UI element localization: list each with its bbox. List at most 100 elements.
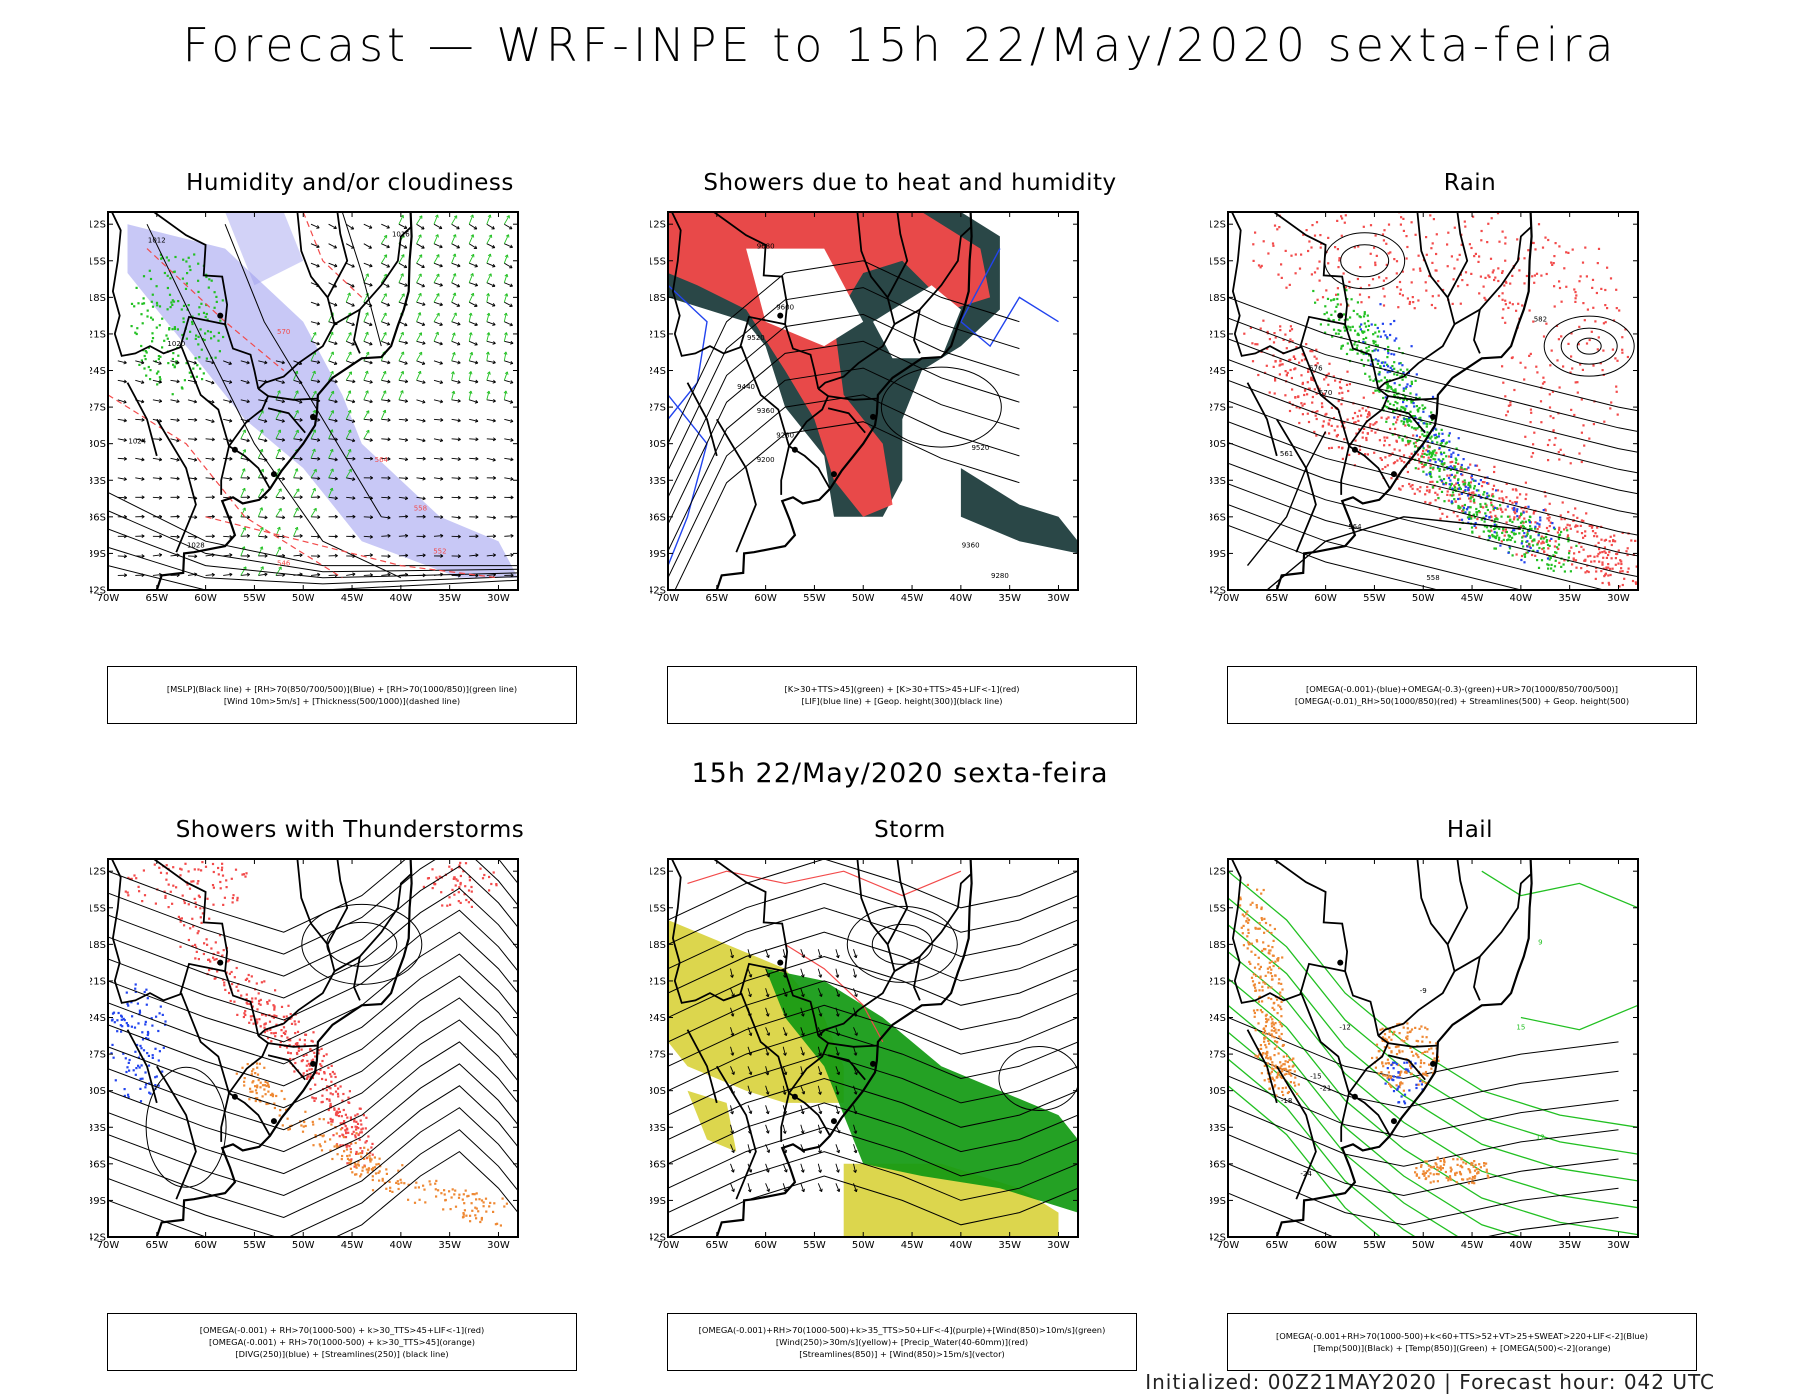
wind-arrow <box>205 574 215 576</box>
wind-arrow-green <box>488 234 493 238</box>
wind-arrow <box>416 223 425 230</box>
omega-red-dot <box>1511 356 1514 359</box>
omega-red-dot <box>1598 548 1601 551</box>
wind-arrow <box>457 554 461 559</box>
border-line <box>740 345 790 447</box>
rh-green-dot <box>217 339 220 342</box>
wind-arrow <box>416 321 425 326</box>
omega-red-dot <box>1613 534 1616 537</box>
omega-red-dot <box>1272 341 1276 344</box>
wind-arrow-green <box>486 312 490 322</box>
omega-red-dot <box>1344 214 1347 217</box>
omega-orange-dot <box>1280 1068 1283 1071</box>
omega-green-dot <box>1552 554 1555 557</box>
omega-orange-dot <box>1270 960 1274 963</box>
omega-red-dot <box>1557 412 1560 415</box>
omega-blue-dot <box>1460 492 1463 495</box>
thunder-red-dot <box>356 1122 360 1125</box>
omega-green-dot <box>1429 471 1432 474</box>
thunder-red-dot <box>246 977 249 980</box>
wind-arrow <box>293 438 303 441</box>
omega-green-dot <box>1495 517 1498 520</box>
omega-green-dot <box>1506 539 1509 542</box>
wind-vector <box>835 1027 840 1036</box>
wind-vector <box>818 1169 822 1173</box>
thunder-red-dot <box>294 1061 297 1065</box>
omega-red-dot <box>1395 421 1398 424</box>
rh-green-dot <box>172 363 175 366</box>
thunder-red-dot <box>221 978 225 981</box>
thunder-orange-dot <box>385 1168 388 1171</box>
omega-red-dot <box>1501 271 1504 274</box>
thunder-red-dot <box>495 883 498 886</box>
thunder-orange-dot <box>480 1199 484 1202</box>
wind-arrow <box>299 495 303 500</box>
wind-arrow <box>492 495 497 500</box>
divg-blue-dot <box>142 1049 146 1052</box>
thunder-red-dot <box>468 879 471 882</box>
thunder-orange-dot <box>361 1166 364 1169</box>
wind-arrow <box>363 418 373 421</box>
omega-blue-dot <box>1448 432 1451 435</box>
wind-arrow <box>316 225 320 229</box>
thunder-red-dot <box>289 1017 292 1020</box>
omega-red-dot <box>1480 239 1483 242</box>
lat-label: 36S <box>650 512 666 523</box>
omega-red-dot <box>1386 464 1389 467</box>
omega-blue-dot <box>1450 453 1453 456</box>
streamline <box>108 909 518 1021</box>
thunder-orange-dot <box>324 1140 327 1143</box>
wind-arrow <box>299 437 303 442</box>
thunder-red-dot <box>306 1059 309 1063</box>
omega-blue-dot <box>1495 489 1498 492</box>
thunder-red-dot <box>287 1051 290 1054</box>
wind-arrow-green <box>380 235 388 244</box>
omega-red-dot <box>1383 295 1386 298</box>
thunder-orange-dot <box>499 1224 502 1227</box>
omega-green-dot <box>1378 371 1381 374</box>
omega-blue-dot <box>1460 463 1463 467</box>
omega-green-dot <box>1433 449 1436 452</box>
thunder-red-dot <box>279 1045 282 1048</box>
omega-red-dot <box>1486 205 1488 207</box>
wind-arrow <box>509 322 513 327</box>
omega-red-dot <box>1595 291 1598 295</box>
omega-red-dot <box>1446 515 1449 518</box>
wind-arrow-green <box>487 253 492 257</box>
wind-vector <box>853 1046 857 1056</box>
omega-orange-dot <box>1273 1030 1276 1033</box>
omega-red-dot <box>1590 330 1593 333</box>
wind-arrow-green <box>398 254 405 264</box>
thunder-orange-dot <box>389 1186 392 1189</box>
wind-vector <box>854 1071 858 1076</box>
rh-green-dot <box>209 330 212 334</box>
thunder-red-dot <box>364 1141 367 1144</box>
rh-green-dot <box>185 260 188 263</box>
wind-arrow <box>403 245 408 249</box>
omega-orange-dot <box>1260 906 1263 909</box>
omega-green-dot <box>1431 486 1434 489</box>
rh-green-dot <box>206 330 210 333</box>
thunder-orange-dot <box>256 1097 259 1100</box>
omega-green-dot <box>1518 532 1521 535</box>
omega-red-dot <box>1541 246 1545 249</box>
omega-red-dot <box>1493 470 1496 474</box>
wind-arrow <box>416 438 426 442</box>
omega-green-dot <box>1556 546 1559 549</box>
rh-green-dot <box>163 271 166 275</box>
wind-arrow-green <box>468 352 473 361</box>
thunder-red-dot <box>488 875 491 879</box>
omega-green-dot <box>1469 506 1472 509</box>
wind-arrow-green <box>416 254 423 264</box>
omega-red-dot <box>1547 547 1550 550</box>
thunder-red-dot <box>330 1080 333 1083</box>
omega-red-dot <box>1400 459 1403 462</box>
wind-arrow <box>504 243 513 248</box>
thunder-red-dot <box>337 1114 340 1118</box>
wind-arrow <box>416 301 426 306</box>
wind-vector <box>747 1027 752 1036</box>
wind-arrow-green <box>347 292 351 296</box>
omega-green-dot <box>1356 344 1359 347</box>
wind-arrow-green <box>451 292 456 303</box>
border-line <box>180 992 230 1094</box>
